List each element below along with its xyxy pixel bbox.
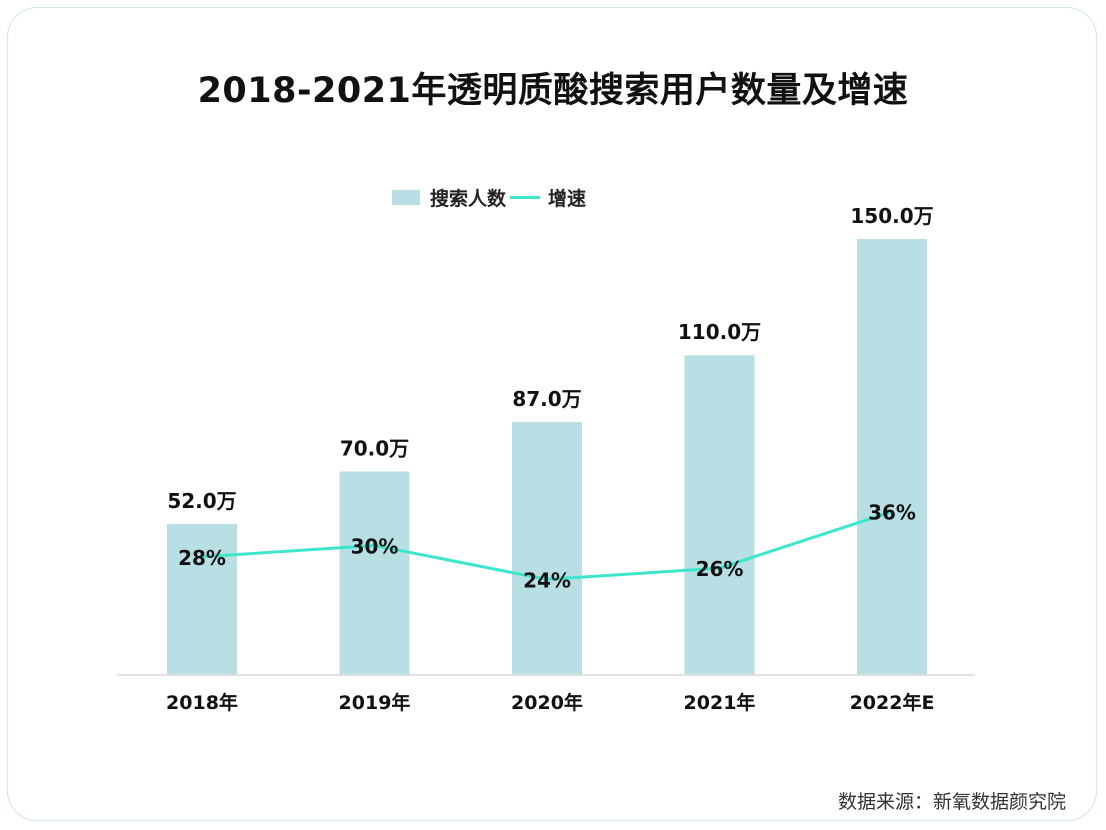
bar-2 [512, 422, 582, 675]
legend-bar-swatch [392, 189, 420, 205]
bar-value-label-1: 70.0万 [340, 437, 409, 461]
legend-label-line: 增速 [548, 187, 587, 210]
bars-group [167, 238, 927, 675]
legend-line-swatch [510, 195, 541, 199]
x-tick-label-4: 2022年E [850, 691, 935, 714]
bar-value-label-4: 150.0万 [850, 204, 933, 228]
x-tick-label-1: 2019年 [339, 691, 411, 714]
growth-label-0: 28% [178, 546, 226, 570]
bar-4 [857, 238, 927, 675]
growth-line [201, 510, 893, 581]
bar-value-label-3: 110.0万 [678, 320, 761, 344]
legend-label-bar: 搜索人数 [430, 187, 507, 210]
growth-label-4: 36% [868, 501, 916, 525]
bar-1 [339, 471, 410, 675]
growth-label-2: 24% [523, 568, 571, 592]
chart-title: 2018-2021年透明质酸搜索用户数量及增速 [197, 71, 909, 111]
bar-3 [684, 355, 755, 675]
x-tick-label-3: 2021年 [684, 691, 756, 714]
growth-label-3: 26% [696, 557, 744, 581]
bar-value-label-0: 52.0万 [167, 489, 236, 513]
x-tick-label-0: 2018年 [166, 691, 238, 714]
x-tick-labels: 2018年 2019年 2020年 2021年 2022年E [166, 691, 934, 714]
bar-value-labels: 52.0万 70.0万 87.0万 110.0万 150.0万 [167, 204, 933, 513]
bar-value-label-2: 87.0万 [512, 387, 581, 411]
growth-label-1: 30% [351, 535, 399, 559]
growth-labels: 28% 30% 24% 26% 36% [178, 501, 916, 593]
x-tick-label-2: 2020年 [511, 691, 583, 714]
legend: 搜索人数 增速 [392, 184, 586, 210]
source-note: 数据来源：新氧数据颜究院 [837, 791, 1066, 813]
bar-0 [167, 523, 237, 675]
